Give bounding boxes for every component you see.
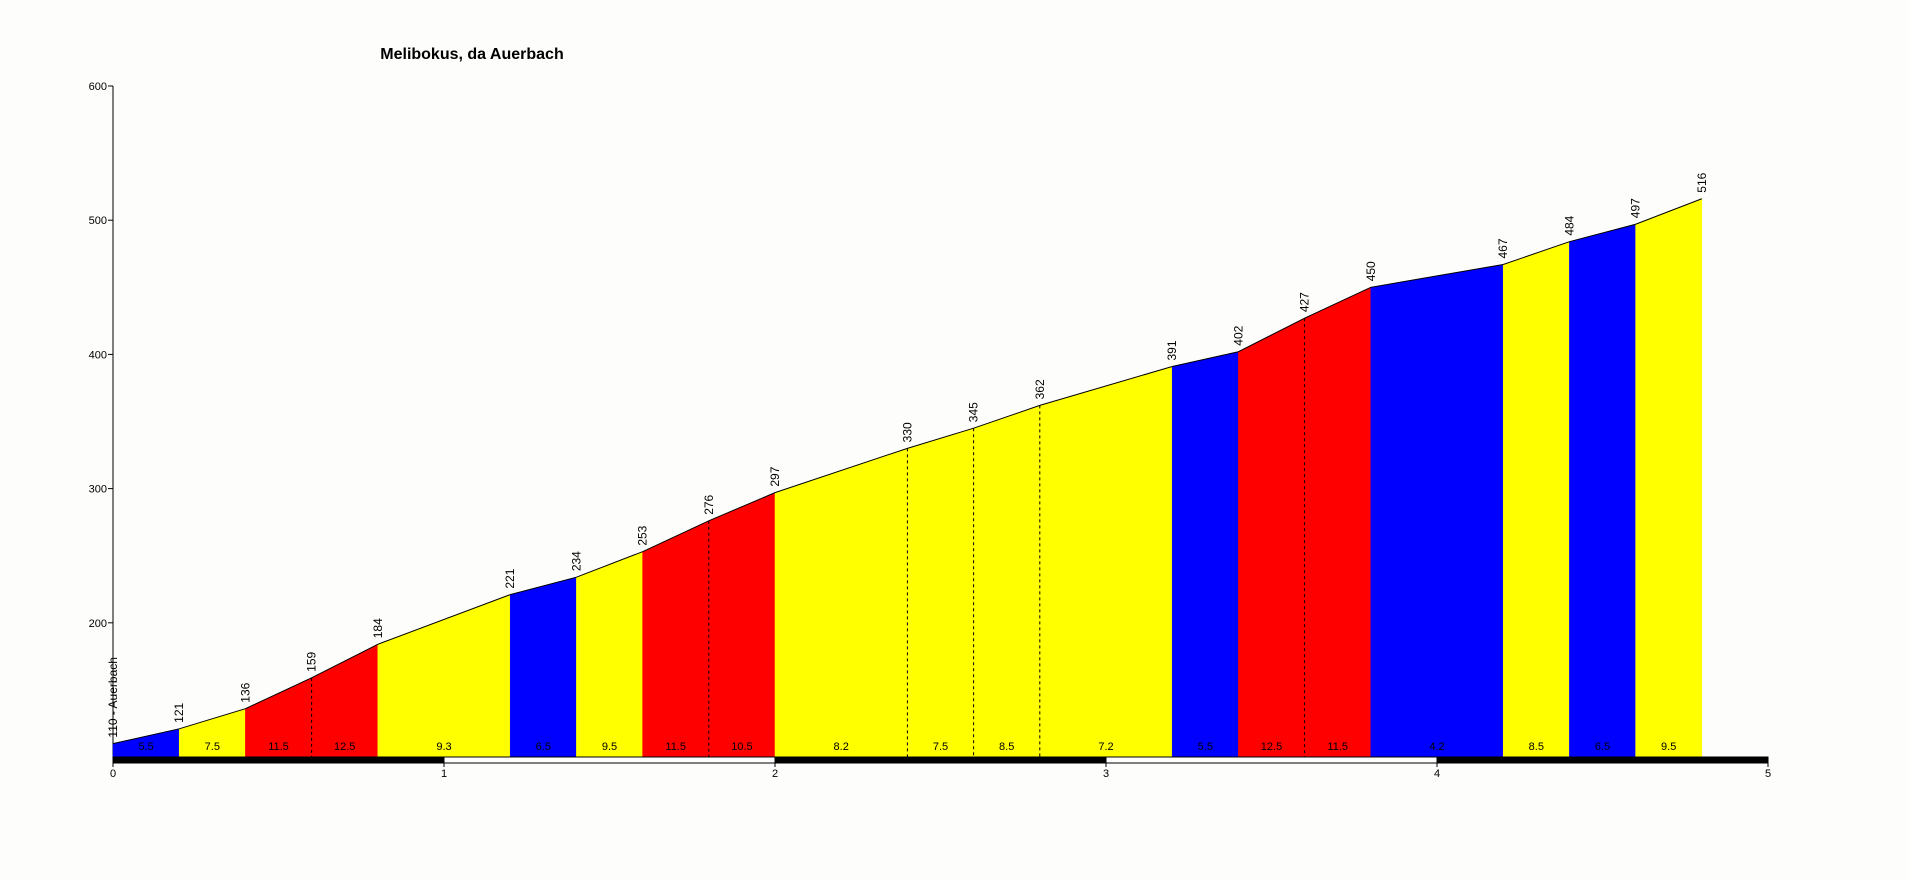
km-bar — [1436, 756, 1769, 764]
segment — [1039, 366, 1173, 758]
elevation-label: 450 — [1364, 261, 1378, 281]
segment — [1171, 351, 1239, 758]
elevation-label: 159 — [305, 651, 319, 671]
grade-label: 4.2 — [1429, 741, 1444, 753]
km-bar — [774, 756, 1107, 764]
grade-label: 9.5 — [602, 741, 617, 753]
segment — [708, 492, 776, 758]
elevation-label: 136 — [238, 682, 252, 702]
x-tick-label: 5 — [1765, 768, 1771, 780]
x-tick-label: 0 — [110, 768, 116, 780]
elevation-label: 121 — [172, 702, 186, 722]
y-tick-label: 200 — [89, 618, 107, 630]
grade-label: 9.5 — [1661, 741, 1676, 753]
segment — [1304, 286, 1372, 758]
x-tick-label: 4 — [1434, 768, 1440, 780]
elevation-label: 402 — [1231, 325, 1245, 345]
segment — [642, 520, 710, 758]
grade-label: 8.2 — [834, 741, 849, 753]
grade-label: 5.5 — [138, 741, 153, 753]
grade-label: 7.5 — [205, 741, 220, 753]
grade-label: 12.5 — [334, 741, 355, 753]
elevation-label: 297 — [768, 466, 782, 486]
grade-label: 10.5 — [731, 741, 752, 753]
segment — [774, 447, 908, 758]
km-bar — [112, 756, 445, 764]
segment — [907, 427, 974, 758]
elevation-label: 391 — [1165, 340, 1179, 360]
km-bar — [443, 756, 776, 764]
elevation-label: 253 — [636, 525, 650, 545]
segment — [1238, 317, 1305, 758]
elevation-label: 516 — [1695, 172, 1709, 192]
grade-label: 12.5 — [1261, 741, 1282, 753]
elevation-label: 276 — [702, 494, 716, 514]
grade-label: 6.5 — [1595, 741, 1610, 753]
km-bar — [1105, 756, 1438, 764]
elevation-label: 330 — [900, 422, 914, 442]
segment — [1569, 223, 1636, 758]
elevation-label: 467 — [1496, 238, 1510, 258]
y-tick-label: 600 — [89, 81, 107, 93]
segment — [576, 551, 643, 758]
segment — [509, 576, 577, 758]
y-tick-label: 400 — [89, 349, 107, 361]
grade-label: 8.5 — [999, 741, 1014, 753]
grade-label: 6.5 — [536, 741, 551, 753]
elevation-label: 497 — [1629, 198, 1643, 218]
y-tick-label: 500 — [89, 215, 107, 227]
grade-label: 9.3 — [436, 741, 451, 753]
elevation-label: 184 — [371, 618, 385, 638]
x-tick-label: 1 — [441, 768, 447, 780]
chart-title: Melibokus, da Auerbach — [380, 46, 563, 63]
elevation-label: 427 — [1298, 292, 1312, 312]
grade-label: 11.5 — [268, 741, 289, 753]
segment — [1370, 264, 1504, 758]
grade-label: 8.5 — [1529, 741, 1544, 753]
x-tick-label: 3 — [1103, 768, 1109, 780]
elevation-label: 362 — [1033, 379, 1047, 399]
segment — [1502, 241, 1570, 758]
grade-label: 11.5 — [1327, 741, 1348, 753]
grade-label: 7.2 — [1098, 741, 1113, 753]
segment — [1635, 198, 1703, 758]
elevation-label: 234 — [569, 551, 583, 571]
grade-label: 5.5 — [1198, 741, 1213, 753]
y-tick-label: 300 — [89, 484, 107, 496]
grade-label: 11.5 — [665, 741, 686, 753]
elevation-label: 221 — [503, 568, 517, 588]
profile-line — [112, 198, 1702, 745]
elevation-label: 345 — [967, 402, 981, 422]
elevation-label: 484 — [1562, 215, 1576, 235]
grade-label: 7.5 — [933, 741, 948, 753]
segment — [973, 405, 1041, 758]
elevation-label: 110 - Auerbach — [106, 657, 120, 738]
x-tick-label: 2 — [772, 768, 778, 780]
